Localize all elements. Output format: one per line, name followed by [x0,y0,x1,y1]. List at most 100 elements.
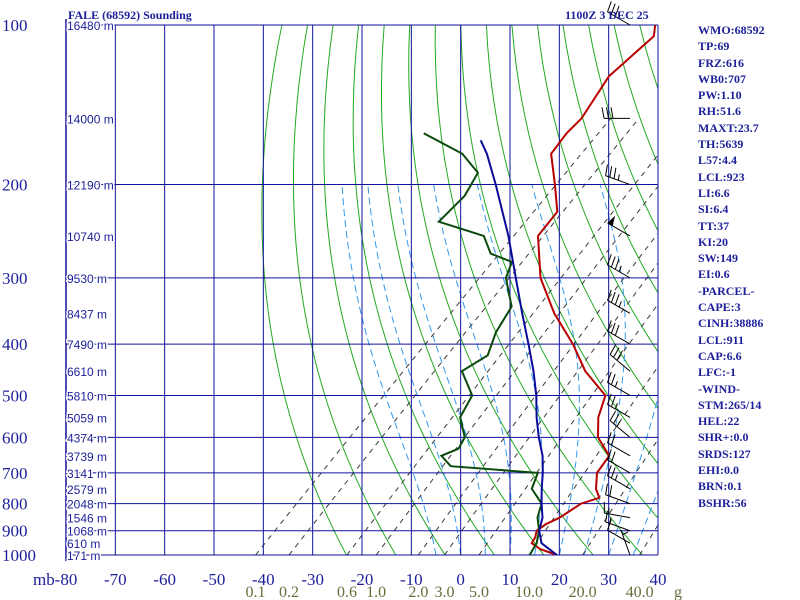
dry-adiabat [381,25,545,555]
wind-barb-halfflag [614,474,618,481]
wind-barb-staff [607,382,631,396]
chart-title: FALE (68592) Sounding [68,8,192,22]
height-label: 4374 m [67,431,107,445]
wind-barb-flag [607,371,612,383]
height-label: 610 m [67,537,100,551]
dewpoint-line [423,132,543,555]
dry-adiabat [511,25,658,410]
wind-barb [607,449,631,474]
wind-barb-pennant [607,215,616,226]
index-line: RH:51.6 [698,104,741,119]
wind-barb-flag [609,344,617,355]
index-line: -PARCEL- [698,283,755,298]
temperature-tick-label: -60 [153,570,176,589]
height-label: 3739 m [67,450,107,464]
wind-barb-halfflag [618,301,622,308]
dry-adiabat [323,25,446,555]
mixing-ratio-line [582,438,658,555]
mixing-ratio-unit: g [674,584,682,600]
indices-panel: WMO:68592 TP:69 FRZ:616 WB0:707 PW:1.10 RH:51… [698,22,798,511]
temperature-tick-label: -50 [203,570,226,589]
index-line: STM:265/14 [698,397,762,412]
profile-lines [423,25,657,555]
mixing-ratio-line [417,232,658,555]
index-line: PW:1.10 [698,88,742,103]
moist-adiabat [632,489,658,555]
index-line: SRDS:127 [698,446,751,461]
index-line: SHR+:0.0 [698,430,749,445]
wind-barb [607,432,631,457]
mixing-ratio-label: 0.6 [337,584,357,600]
mixing-ratio-label: 3.0 [434,584,454,600]
wind-barb-flag [610,107,614,119]
temperature-tick-label: -40 [252,570,275,589]
index-line: SI:6.4 [698,202,729,217]
index-line: TP:69 [698,39,730,54]
wind-barb-flag [607,449,612,461]
mixing-ratio-label: 10.0 [515,584,543,600]
temperature-tick-label: -10 [400,570,423,589]
height-label: 6610 m [67,365,107,379]
mixing-ratio-line [346,154,658,555]
index-line: WMO:68592 [698,23,765,37]
wind-barb [607,320,631,345]
index-line: LCL:911 [698,332,745,347]
wind-barb-flag [614,324,620,336]
index-line: CAP:6.6 [698,348,742,363]
temperature-tick-labels: -80 -70 -60 -50 -40 -30 -20 -10 0 10 20 30 40 [55,570,667,589]
height-label: 5059 m [67,411,107,425]
height-label: 2579 m [67,483,107,497]
wind-barb-flag [616,350,623,361]
height-label: 8437 m [67,307,107,321]
wind-barb [603,501,631,519]
wind-barb [605,483,631,505]
wind-barb-flag [613,347,620,358]
wind-barb [620,530,631,556]
mixing-ratio-line [444,262,658,555]
height-label: 2048 m [67,498,107,512]
moist-adiabat [531,184,580,555]
wind-barb [609,344,631,372]
mixing-ratio-line [288,117,640,555]
dry-adiabat [562,25,658,294]
wind-barb-staff [607,529,631,544]
mixing-ratio-label: 5.0 [469,584,489,600]
index-line: KI:20 [698,234,728,249]
wind-barb-halfflag [618,265,622,272]
temperature-tick-label: 0 [456,570,465,589]
wind-barb-flag [609,410,617,421]
height-label: 1546 m [67,512,107,526]
wind-barb-flag [607,432,612,444]
index-line: BSHR:56 [698,495,747,510]
temperature-tick-label: 40 [650,570,667,589]
temperature-tick-label: -30 [301,570,324,589]
wind-barb-staff [605,494,631,505]
height-label: 9530 m [67,272,107,286]
temperature-tick-label: 10 [502,570,519,589]
wind-barbs [601,1,631,556]
index-line: HEL:22 [698,414,740,429]
dry-adiabat [352,25,496,555]
wind-barb-staff [607,222,631,237]
mixing-ratio-label: 1.0 [366,584,386,600]
wind-barb-flag [613,413,620,424]
index-line: EHI:0.0 [698,463,740,478]
dry-adiabat [460,25,658,519]
mixing-ratio-label: 2.0 [408,584,428,600]
index-line: LFC:-1 [698,365,736,380]
dry-adiabat [537,25,658,353]
height-label: 171 m [67,549,100,563]
mixing-ratio-label: 20.0 [569,584,597,600]
height-label: 12190 m [67,179,114,193]
wind-barb-halfflag [617,174,620,181]
pressure-tick-label: 900 [2,522,28,541]
wind-barb [609,410,631,438]
wind-barb [605,510,631,532]
height-label: 10740 m [67,230,114,244]
index-line: LCL:923 [698,169,745,184]
pressure-tick-labels: 100 200 300 400 500 600 700 800 900 1000 [2,16,36,565]
wind-barb-flag [607,320,612,332]
height-label: 14000 m [67,112,114,126]
dry-adiabat [434,25,644,555]
